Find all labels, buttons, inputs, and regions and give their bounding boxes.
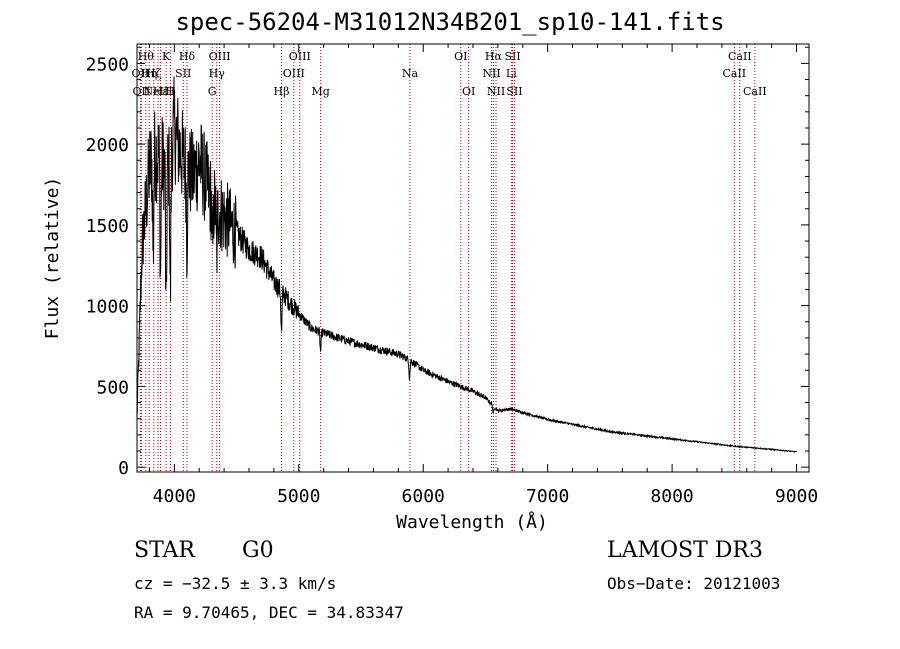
spectral-line-label: NeIII [143, 85, 172, 98]
object-class: STAR [134, 538, 195, 563]
spectral-line-label: Hε [153, 85, 169, 98]
plot-frame [136, 43, 810, 473]
spectrum-layer [136, 76, 797, 453]
spectral-line-label: Hη [141, 67, 157, 80]
y-axis-label: Flux (relative) [42, 177, 63, 340]
spectral-line-label: Hθ [138, 50, 155, 63]
spectral-line-label: G [208, 85, 217, 98]
spectral-line-label: Mg [312, 85, 330, 98]
obs-date-label: Obs−Date: 20121003 [607, 574, 781, 593]
x-tick-label: 5000 [277, 486, 320, 507]
spectral-line-label: OI [462, 85, 475, 98]
y-tick-label: 0 [118, 458, 129, 479]
spectral-line-label: OIII [283, 67, 305, 80]
y-tick-label: 2000 [86, 135, 129, 156]
x-axis-label: Wavelength (Å) [396, 511, 548, 533]
chart-title: spec-56204-M31012N34B201_sp10-141.fits [175, 8, 725, 36]
x-tick-label: 8000 [650, 486, 693, 507]
spectral-line-label: H [166, 85, 176, 98]
x-tick-label: 7000 [526, 486, 569, 507]
spectral-line-label: Hγ [209, 67, 226, 80]
spectral-line-label: OIII [289, 50, 311, 63]
y-tick-label: 500 [96, 377, 129, 398]
x-tick-label: 4000 [153, 486, 196, 507]
y-tick-label: 1500 [86, 216, 129, 237]
y-tick-label: 2500 [86, 54, 129, 75]
spectral-line-label: Hα [485, 50, 503, 63]
spectral-line-label: OI [454, 50, 467, 63]
spectral-line-label: Hζ [146, 67, 162, 80]
redshift-label: cz = −32.5 ± 3.3 km/s [134, 574, 337, 593]
spectral-line-label: SII [506, 85, 522, 98]
coordinates-label: RA = 9.70465, DEC = 34.83347 [134, 603, 404, 622]
y-tick-label: 1000 [86, 297, 129, 318]
spectral-line-label: CaII [728, 50, 752, 63]
spectral-line-label: K [162, 50, 171, 63]
spectral-line-label: Hβ [274, 85, 290, 98]
spectrum-curve [136, 76, 797, 453]
spectral-lines-layer: OIIOIIHθHηHζNeIIIHεKHSIIHδGHγOIIIHβOIIIO… [132, 44, 767, 472]
spectral-line-label: OIII [209, 50, 231, 63]
x-tick-label: 6000 [402, 486, 445, 507]
spectral-line-label: SII [175, 67, 191, 80]
spectral-line-label: SII [504, 50, 520, 63]
object-subclass: G0 [242, 538, 274, 563]
spectral-line-label: OII [132, 67, 150, 80]
spectral-line-label: Na [402, 67, 419, 80]
spectral-line-label: Li [506, 67, 517, 80]
spectral-line-label: Hδ [179, 50, 196, 63]
spectral-line-label: NII [487, 85, 505, 98]
spectral-line-label: CaII [743, 85, 767, 98]
spectral-line-label: CaII [722, 67, 746, 80]
survey-label: LAMOST DR3 [607, 538, 763, 563]
x-tick-label: 9000 [775, 486, 818, 507]
axes-layer: 4000 5000 6000 7000 8000 9000 0 500 1000 1500 2000… [86, 44, 818, 507]
spectral-line-label: NII [482, 67, 500, 80]
